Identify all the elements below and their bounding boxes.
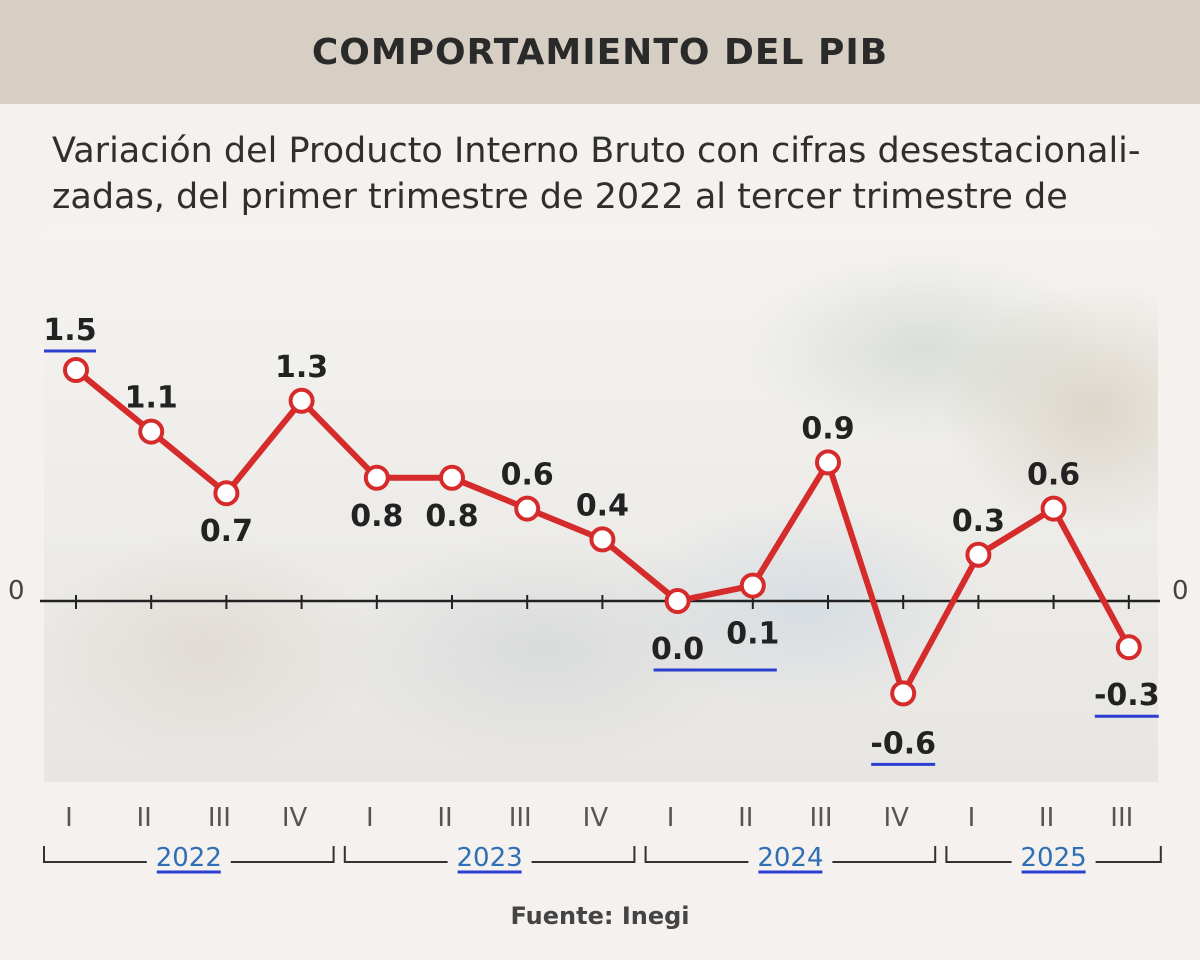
year-bracket-right [230, 846, 335, 863]
data-label: 0.4 [576, 488, 629, 523]
data-point [664, 588, 691, 614]
data-label: 0.9 [801, 411, 854, 446]
title-banner: COMPORTAMIENTO DEL PIB [0, 0, 1200, 104]
x-tick-label: I [65, 803, 73, 833]
x-tick-label: II [437, 803, 452, 833]
year-bracket-left [43, 846, 147, 863]
data-label: 0.7 [200, 514, 253, 549]
data-label: 0.0 [651, 632, 704, 667]
x-tick-label: III [509, 803, 532, 833]
year-bracket-right [531, 846, 636, 863]
year-label: 2023 [457, 843, 523, 873]
x-tick-label: I [968, 803, 976, 833]
data-point [288, 387, 315, 414]
year-bracket-right [832, 846, 937, 863]
data-point [439, 464, 465, 491]
zero-label-left: 0 [8, 576, 25, 606]
data-label: 1.5 [43, 313, 96, 348]
data-label: 1.1 [125, 381, 178, 416]
year-bracket-right [1095, 846, 1162, 863]
chart-title: COMPORTAMIENTO DEL PIB [311, 31, 889, 73]
data-point [890, 680, 917, 707]
x-tick-label: III [208, 803, 231, 833]
data-point [514, 495, 541, 522]
x-tick-label: II [137, 803, 152, 833]
source-note: Fuente: Inegi [510, 902, 690, 930]
x-tick-label: III [1110, 803, 1133, 833]
x-tick-label: II [738, 803, 753, 833]
data-point [589, 526, 616, 553]
year-bracket-left [945, 846, 1012, 863]
data-point [213, 480, 240, 507]
year-bracket-left [644, 846, 749, 863]
year-bracket-left [343, 846, 448, 863]
data-label: 0.6 [501, 458, 554, 493]
x-tick-label: I [366, 803, 374, 833]
data-label: 0.8 [350, 499, 403, 534]
data-label: 0.6 [1027, 458, 1080, 493]
data-point [815, 449, 841, 476]
data-point [1115, 634, 1142, 661]
x-tick-label: I [667, 803, 675, 833]
data-point [1040, 495, 1067, 522]
x-tick-label: IV [282, 803, 308, 833]
data-point [63, 357, 89, 383]
x-tick-label: II [1039, 803, 1054, 833]
data-label: 0.3 [952, 504, 1005, 539]
data-label: 0.1 [726, 617, 779, 652]
year-label: 2025 [1021, 843, 1087, 873]
data-label: -0.3 [1094, 678, 1160, 713]
year-label: 2024 [757, 843, 823, 873]
data-point [965, 541, 992, 568]
zero-label-right: 0 [1172, 576, 1189, 606]
data-point [363, 464, 390, 491]
x-tick-label: III [809, 803, 832, 833]
data-label: 1.3 [275, 350, 328, 385]
data-point [739, 572, 766, 599]
data-point [138, 418, 165, 445]
x-tick-label: IV [883, 803, 909, 833]
x-tick-label: IV [583, 803, 609, 833]
year-label: 2022 [156, 843, 222, 873]
data-label: -0.6 [870, 726, 936, 761]
data-label: 0.8 [425, 499, 478, 534]
